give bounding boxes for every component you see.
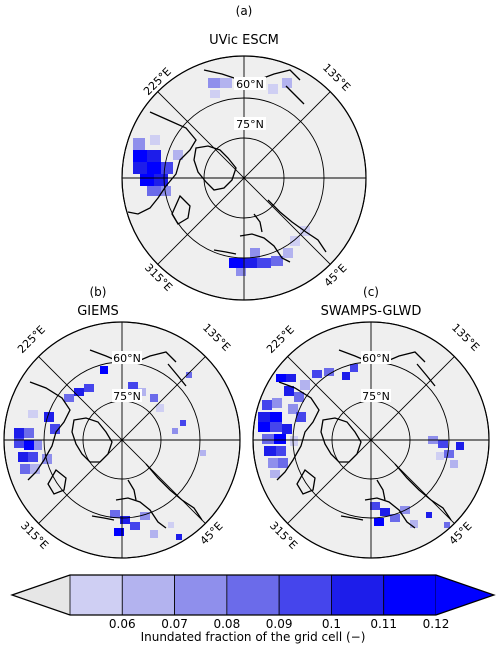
colorbar-extend-high — [436, 575, 494, 615]
panel-a-title: UVic ESCM — [209, 33, 279, 48]
colorbar-tick-label: 0.09 — [266, 617, 293, 631]
lat-75-label-b: 75°N — [113, 390, 141, 403]
colorbar-segment — [121, 574, 175, 616]
colorbar-tick-labels: 0.06 0.07 0.08 0.09 0.1 0.11 0.12 — [109, 617, 449, 631]
colorbar-tick-label: 0.1 — [322, 617, 341, 631]
colorbar-tick-label: 0.12 — [423, 617, 450, 631]
panel-c-letter: (c) — [363, 285, 379, 299]
lat-75-label-c: 75°N — [362, 390, 390, 403]
colorbar-tick-label: 0.07 — [161, 617, 188, 631]
colorbar-extend-low — [12, 575, 70, 615]
panel-b: (b) GIEMS — [3, 285, 241, 559]
graticule-a — [122, 56, 366, 300]
colorbar-segment — [383, 574, 437, 616]
graticule-b — [4, 322, 240, 558]
polar-map-b — [3, 321, 241, 559]
panel-b-title: GIEMS — [77, 304, 119, 319]
lon-135-label-b: 135°E — [200, 321, 233, 354]
panel-a: (a) UVic ESCM — [121, 4, 367, 301]
colorbar-segment — [69, 574, 123, 616]
coastlines-c — [276, 349, 452, 529]
lon-225-label-b: 225°E — [15, 323, 48, 356]
colorbar: 0.06 0.07 0.08 0.09 0.1 0.11 0.12 Inundated fr… — [10, 574, 496, 644]
panel-c: (c) SWAMPS-GLWD — [252, 285, 490, 559]
inundation-cells-c — [258, 364, 464, 528]
lat-60-label-c: 60°N — [362, 352, 390, 365]
lat-60-label-b: 60°N — [113, 352, 141, 365]
lat-75-label-a: 75°N — [236, 118, 264, 131]
inundation-cells-b — [14, 366, 206, 540]
colorbar-segment — [331, 574, 385, 616]
colorbar-tick-label: 0.06 — [109, 617, 136, 631]
lon-225-label-c: 225°E — [264, 323, 297, 356]
lat-60-label-a: 60°N — [236, 78, 264, 91]
colorbar-segment — [278, 574, 332, 616]
panel-c-title: SWAMPS-GLWD — [321, 304, 422, 319]
panel-b-letter: (b) — [90, 285, 107, 299]
panel-a-letter: (a) — [236, 4, 253, 18]
colorbar-outline — [10, 574, 496, 616]
coastlines-a — [127, 69, 327, 263]
colorbar-label: Inundated fraction of the grid cell (−) — [141, 630, 366, 644]
colorbar-tick-label: 0.11 — [370, 617, 397, 631]
colorbar-segment — [226, 574, 280, 616]
colorbar-segment — [174, 574, 228, 616]
colorbar-segments — [12, 574, 494, 616]
polar-map-a — [121, 55, 367, 301]
colorbar-tick-label: 0.08 — [213, 617, 240, 631]
lon-135-label-c: 135°E — [449, 321, 482, 354]
